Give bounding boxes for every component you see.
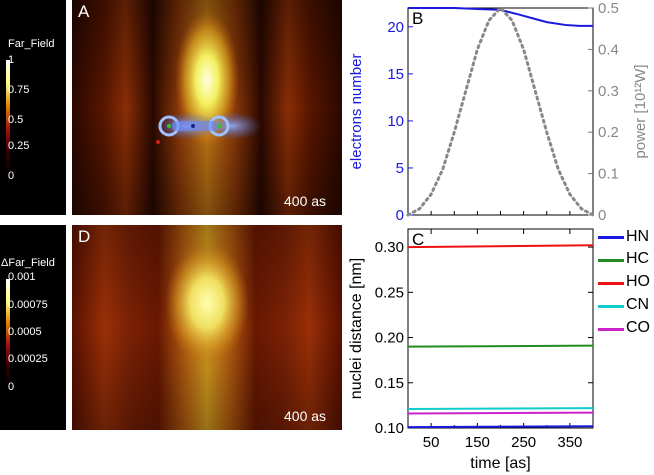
legend-label-co: CO (626, 319, 650, 336)
colorbar-top-title: Far_Field (8, 38, 55, 50)
legend-label-ho: HO (626, 273, 650, 290)
chart-c-ylabel: nuclei distance [nm] (348, 258, 365, 399)
colorbar-bottom-tick-0001: 0.001 (8, 271, 36, 283)
legend: HN HC HO CN CO (596, 228, 654, 348)
colorbar-top-panel: Far_Field 1 0.75 0.5 0.25 0 (0, 0, 66, 215)
legend-label-hc: HC (626, 250, 650, 267)
chart-c-ytick-label: 0.10 (375, 420, 404, 437)
colorbar-bottom-gradient (6, 279, 10, 389)
chart-b-y2tick-label: 0.4 (598, 41, 619, 58)
chart-c-frame (407, 228, 594, 429)
chart-c-xtick-label: 150 (465, 434, 490, 451)
chart-c-ytick-label: 0.25 (375, 284, 404, 301)
panel-d-time: 400 as (284, 408, 327, 424)
chart-b-y2tick-label: 0.1 (598, 166, 619, 183)
panel-a-svg (72, 0, 342, 215)
chart-c-xtick-label: 50 (423, 434, 440, 451)
legend-line-ho (598, 282, 624, 285)
chart-b-y2label: power [10¹²W] (632, 64, 649, 158)
colorbar-top-tick-025: 0.25 (8, 140, 30, 152)
chart-c-xtick-label: 250 (511, 434, 536, 451)
chart-b-series-power (406, 5, 595, 217)
chart-b-ytick-label: 20 (387, 19, 404, 36)
chart-b-y2tick-label: 0.5 (598, 0, 619, 17)
legend-line-cn (598, 305, 624, 308)
colorbar-top-tick-0: 0 (8, 170, 15, 182)
chart-b-ytick-label: 10 (387, 113, 404, 130)
colorbar-bottom-title: ΔFar_Field (1, 257, 55, 269)
panel-a-heatmap: A 400 as (72, 0, 342, 215)
colorbar-bottom-tick-000025: 0.00025 (8, 353, 48, 365)
panel-d-heatmap: D 400 as (72, 225, 342, 430)
colorbar-top-gradient (6, 60, 10, 176)
legend-line-hn (598, 236, 624, 239)
panel-d-label: D (78, 227, 91, 246)
chart-c-series-hc (407, 344, 594, 348)
panel-a-label: A (78, 2, 90, 21)
chart-c-series-ho (407, 244, 594, 249)
legend-label-hn: HN (626, 228, 650, 245)
chart-b-y2tick-label: 0.2 (598, 124, 619, 141)
chart-b-ylabel: electrons number (348, 54, 365, 170)
chart-b-ytick-label: 15 (387, 66, 404, 83)
legend-label-cn: CN (626, 296, 650, 313)
legend-line-co (598, 328, 624, 331)
chart-b-ytick-label: 0 (396, 207, 404, 224)
chart-c-series-cn (407, 407, 594, 411)
chart-c-series-hn (407, 425, 594, 429)
chart-b-ytick-label: 5 (396, 160, 404, 177)
chart-c: C 50 150 250 350 0.10 0.15 0.20 0.25 0.30 time [as… (348, 228, 594, 472)
chart-c-ytick-label: 0.20 (375, 330, 404, 347)
chart-c-label: C (412, 230, 424, 249)
chart-b: B 0 5 10 15 20 0 0.1 0.2 0.3 0.4 0.5 electrons numbe… (348, 0, 649, 224)
chart-c-xlabel: time [as] (470, 455, 530, 472)
panel-a-time: 400 as (284, 193, 327, 209)
colorbar-top-tick-1: 1 (8, 54, 15, 66)
legend-line-hc (598, 259, 624, 262)
colorbar-top-tick-075: 0.75 (8, 84, 30, 96)
chart-b-y2tick-label: 0.3 (598, 83, 619, 100)
chart-b-series-electrons (408, 7, 593, 27)
panel-d-svg (72, 225, 342, 430)
chart-b-label: B (412, 9, 423, 28)
colorbar-bottom-panel: ΔFar_Field 0.001 0.00075 0.0005 0.00025 … (0, 225, 66, 430)
chart-b-y2tick-label: 0 (598, 207, 606, 224)
chart-c-ytick-label: 0.15 (375, 375, 404, 392)
chart-c-xtick-label: 350 (557, 434, 582, 451)
colorbar-top-tick-05: 0.5 (8, 114, 24, 126)
colorbar-bottom-tick-00005: 0.0005 (8, 326, 42, 338)
chart-c-ytick-label: 0.30 (375, 239, 404, 256)
colorbar-bottom-tick-0: 0 (8, 381, 15, 393)
colorbar-bottom-tick-000075: 0.00075 (8, 299, 48, 311)
chart-c-series-co (407, 411, 594, 415)
